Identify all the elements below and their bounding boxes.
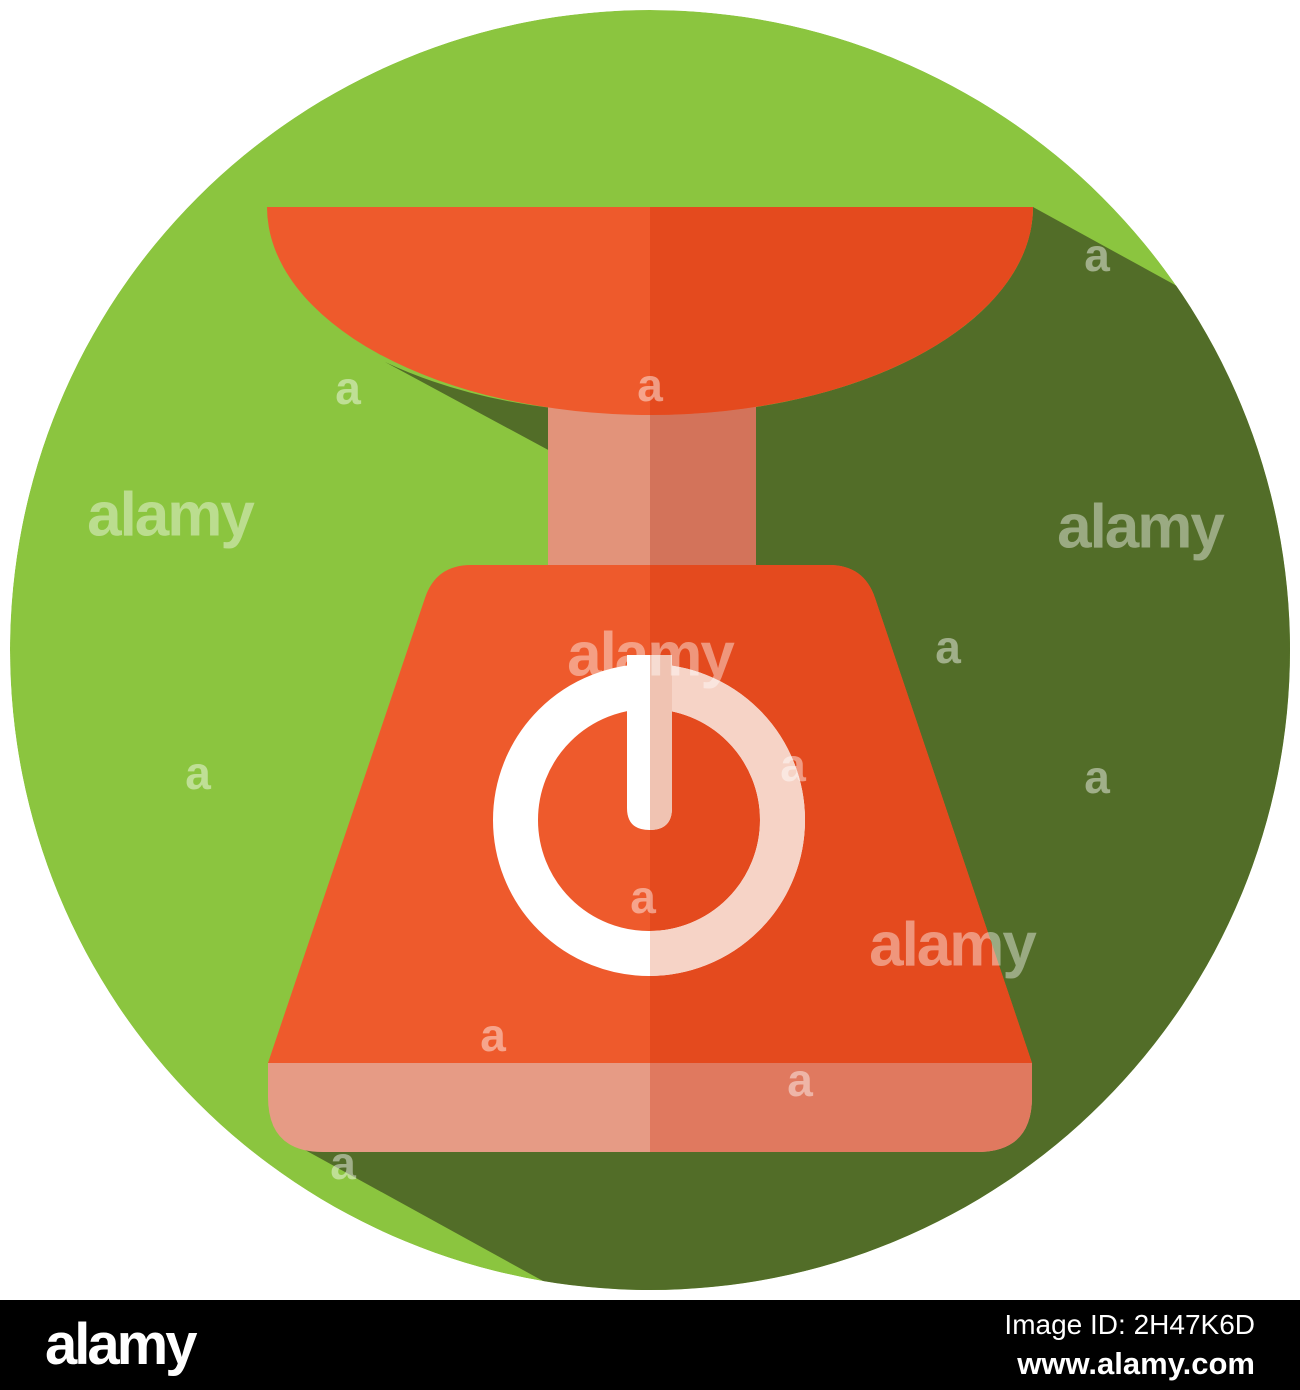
power-ring-right	[650, 664, 805, 976]
alamy-url-text: www.alamy.com	[1017, 1345, 1255, 1381]
scale-body-right	[650, 565, 1032, 1063]
image-id-text: Image ID: 2H47K6D	[1004, 1308, 1255, 1340]
power-stem-right	[650, 655, 672, 830]
watermark-bar: alamy Image ID: 2H47K6D www.alamy.com	[0, 1300, 1300, 1390]
scale-icon-illustration: alamy alamy alamy alamy a a a a a a a a …	[10, 10, 1290, 1290]
image-meta: Image ID: 2H47K6D www.alamy.com	[1004, 1309, 1255, 1382]
scale-neck-right	[650, 400, 756, 570]
long-shadow-pan-wedge	[385, 362, 552, 452]
alamy-logo: alamy	[45, 1312, 197, 1377]
scale-base-right	[650, 1063, 1032, 1152]
scale-icon-svg	[10, 10, 1290, 1290]
scale-pan-right	[650, 207, 1033, 415]
